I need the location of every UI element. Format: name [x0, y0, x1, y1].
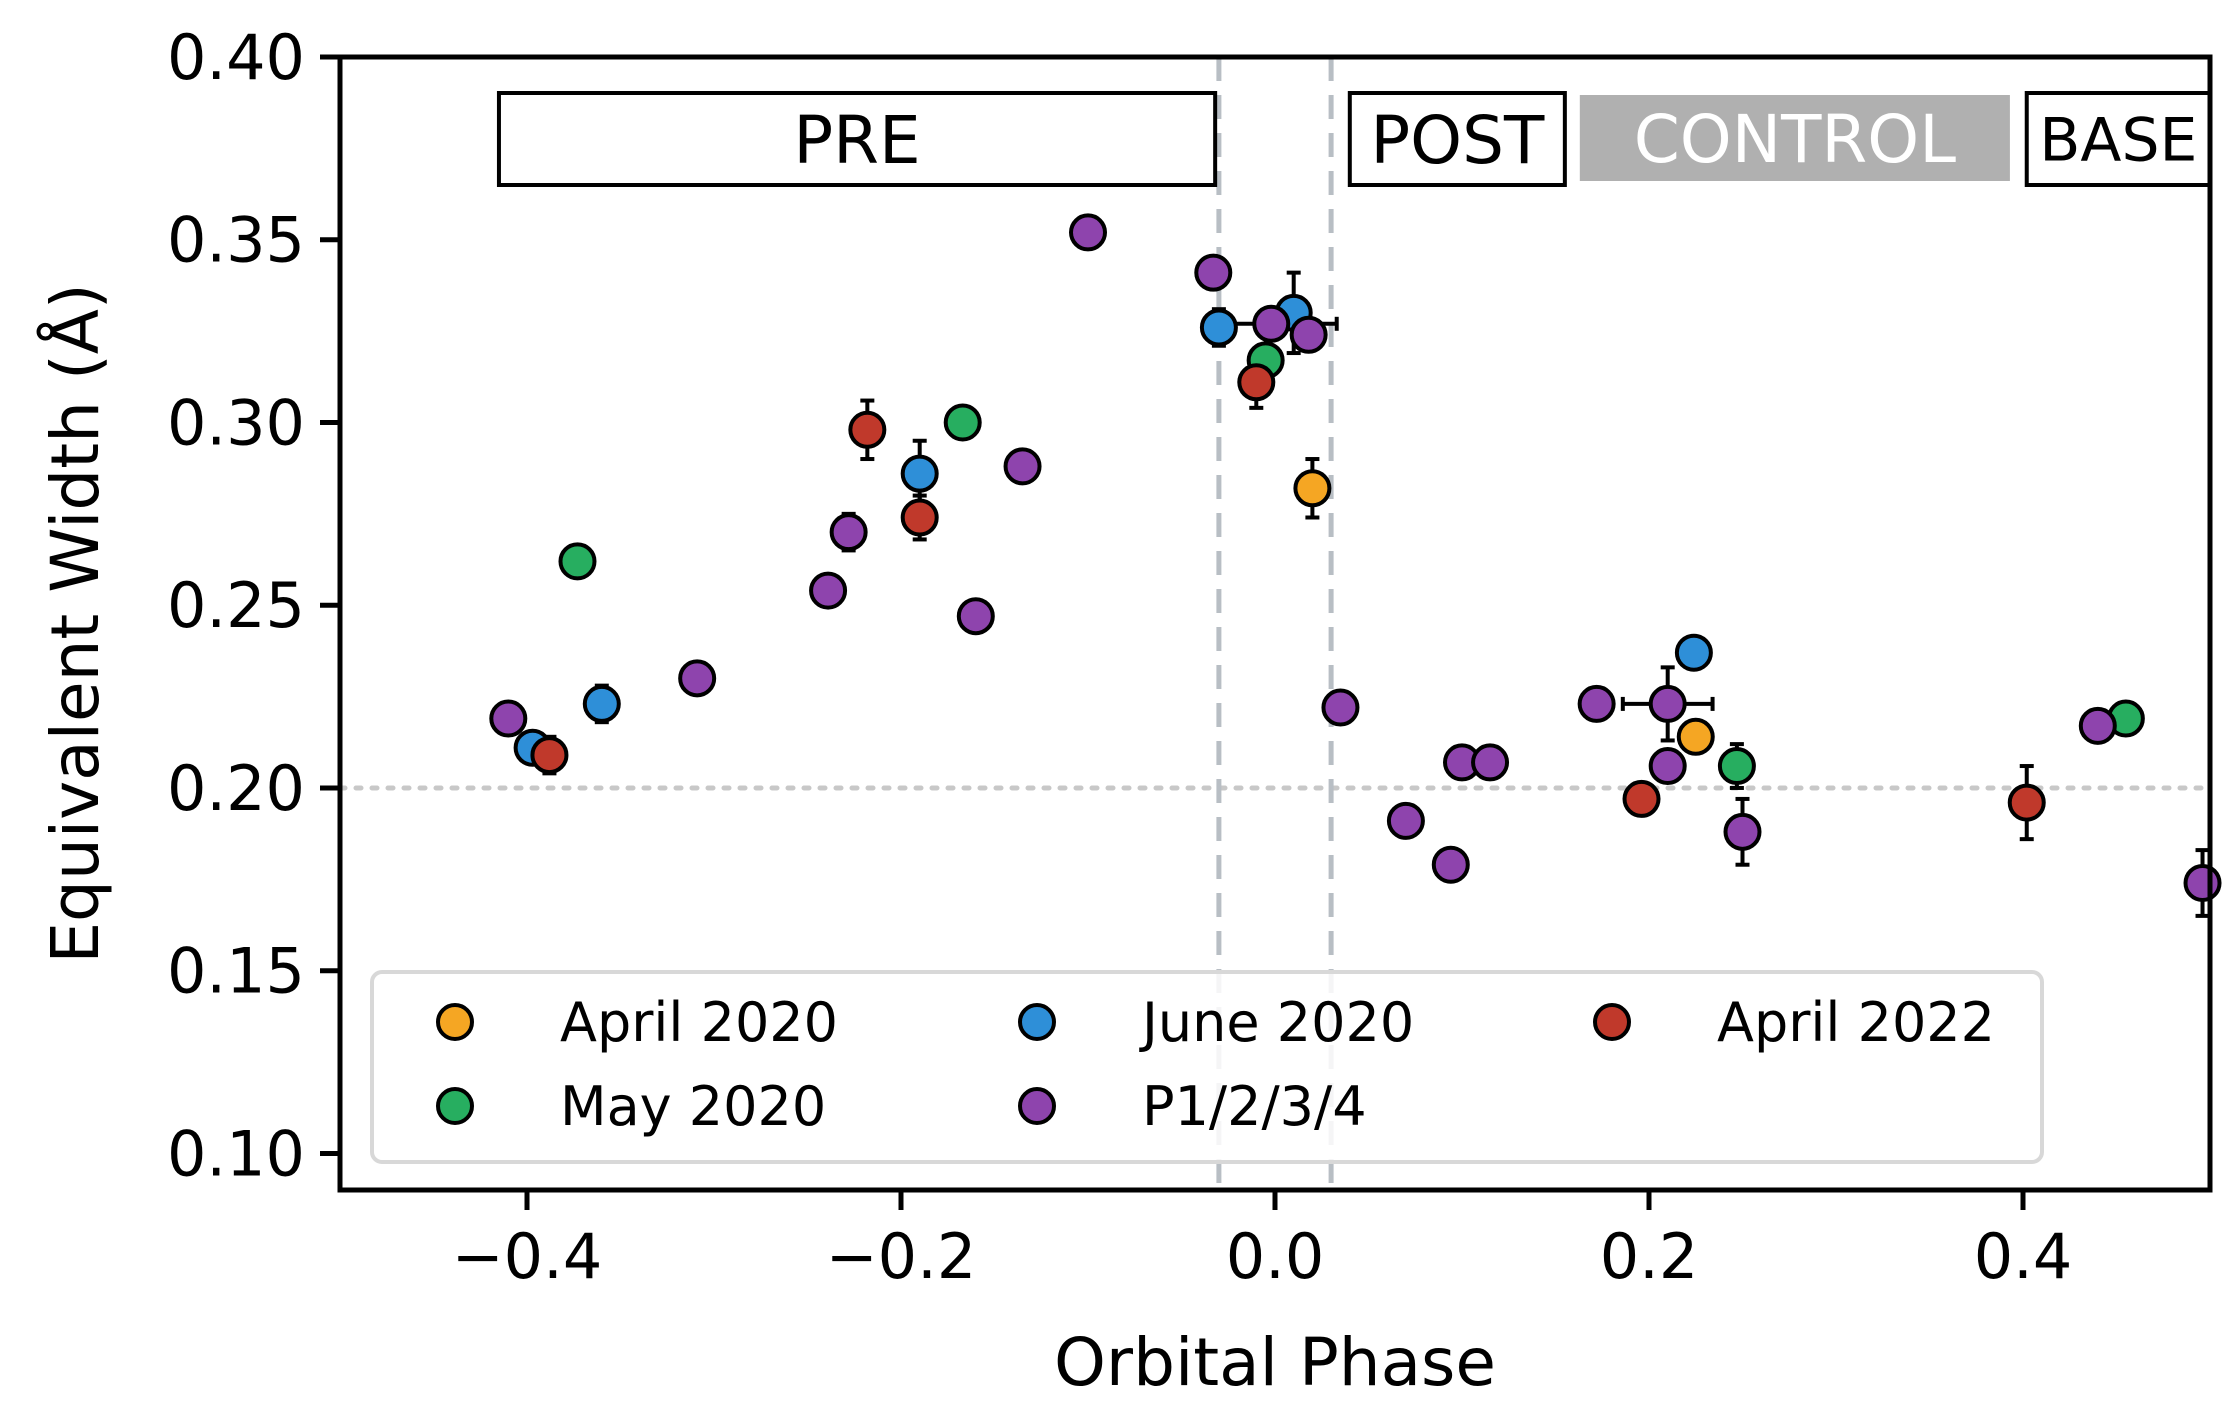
x-axis-label: Orbital Phase — [1054, 1324, 1496, 1401]
legend-marker — [436, 1003, 474, 1041]
data-point — [809, 571, 848, 610]
data-point — [1003, 447, 1042, 486]
x-tick-label: −0.2 — [826, 1220, 977, 1293]
y-tick-label: 0.40 — [167, 21, 305, 94]
legend-label: P1/2/3/4 — [1142, 1075, 1367, 1138]
data-point — [1648, 747, 1687, 786]
y-tick-label: 0.20 — [167, 752, 305, 825]
data-point — [2078, 706, 2117, 745]
y-tick-label: 0.10 — [167, 1117, 305, 1190]
x-tick-label: 0.2 — [1600, 1220, 1699, 1293]
x-tick-label: 0.4 — [1974, 1220, 2073, 1293]
data-point — [829, 513, 868, 552]
data-point — [1293, 469, 1332, 508]
data-point — [900, 454, 939, 493]
data-point — [1577, 684, 1616, 723]
data-point — [956, 597, 995, 636]
data-point — [900, 498, 939, 537]
data-point — [1237, 363, 1276, 402]
y-tick-label: 0.35 — [167, 204, 305, 277]
region-box-base — [2024, 91, 2212, 187]
region-box-control — [1579, 95, 2010, 181]
data-point — [489, 699, 528, 738]
x-tick-label: 0.0 — [1226, 1220, 1325, 1293]
legend-marker — [1593, 1003, 1631, 1041]
legend-label: April 2022 — [1717, 991, 1995, 1054]
region-box-pre — [496, 91, 1218, 187]
region-label-post: POST — [1370, 102, 1545, 179]
data-point — [1471, 743, 1510, 782]
region-label-base: BASE — [2039, 106, 2197, 176]
legend-marker — [436, 1087, 474, 1125]
region-labels: PRE POST CONTROL BASE — [496, 91, 2212, 187]
data-point — [582, 684, 621, 723]
region-box-post — [1347, 91, 1567, 187]
data-point — [1648, 684, 1687, 723]
data-point — [1199, 308, 1238, 347]
legend: April 2020 June 2020 April 2022 May 2020 P1/… — [370, 970, 2044, 1164]
data-point — [1194, 253, 1233, 292]
data-point — [2007, 783, 2046, 822]
data-point — [558, 542, 597, 581]
y-tick-label: 0.15 — [167, 935, 305, 1008]
y-tick-label: 0.30 — [167, 386, 305, 459]
region-label-pre: PRE — [793, 102, 920, 179]
data-point — [678, 659, 717, 698]
x-tick-label: −0.4 — [452, 1220, 603, 1293]
data-point — [1723, 812, 1762, 851]
data-point — [943, 403, 982, 442]
legend-label: May 2020 — [560, 1075, 826, 1138]
data-point — [1252, 304, 1291, 343]
data-point — [1674, 633, 1713, 672]
y-axis-label: Equivalent Width (Å) — [37, 283, 114, 963]
data-point — [1321, 688, 1360, 727]
data-point — [1069, 213, 1107, 252]
data-points — [489, 213, 2222, 902]
legend-marker — [1018, 1003, 1056, 1041]
data-point — [1386, 801, 1425, 840]
axes: −0.4 −0.2 0.0 0.2 0.4 0.10 0.15 0.20 0.25 0.30 0.3… — [37, 21, 2213, 1401]
reference-lines — [337, 57, 2213, 1190]
y-tick-label: 0.25 — [167, 569, 305, 642]
region-label-control: CONTROL — [1634, 101, 1957, 178]
data-point — [1676, 717, 1715, 756]
data-point — [2183, 863, 2222, 902]
data-point — [1431, 845, 1470, 884]
data-point — [1622, 779, 1661, 818]
data-point — [1717, 747, 1756, 786]
legend-label: April 2020 — [560, 991, 838, 1054]
data-point — [1289, 315, 1328, 354]
data-point — [530, 736, 569, 775]
legend-label: June 2020 — [1139, 991, 1414, 1054]
legend-marker — [1018, 1087, 1056, 1125]
data-point — [848, 410, 887, 449]
